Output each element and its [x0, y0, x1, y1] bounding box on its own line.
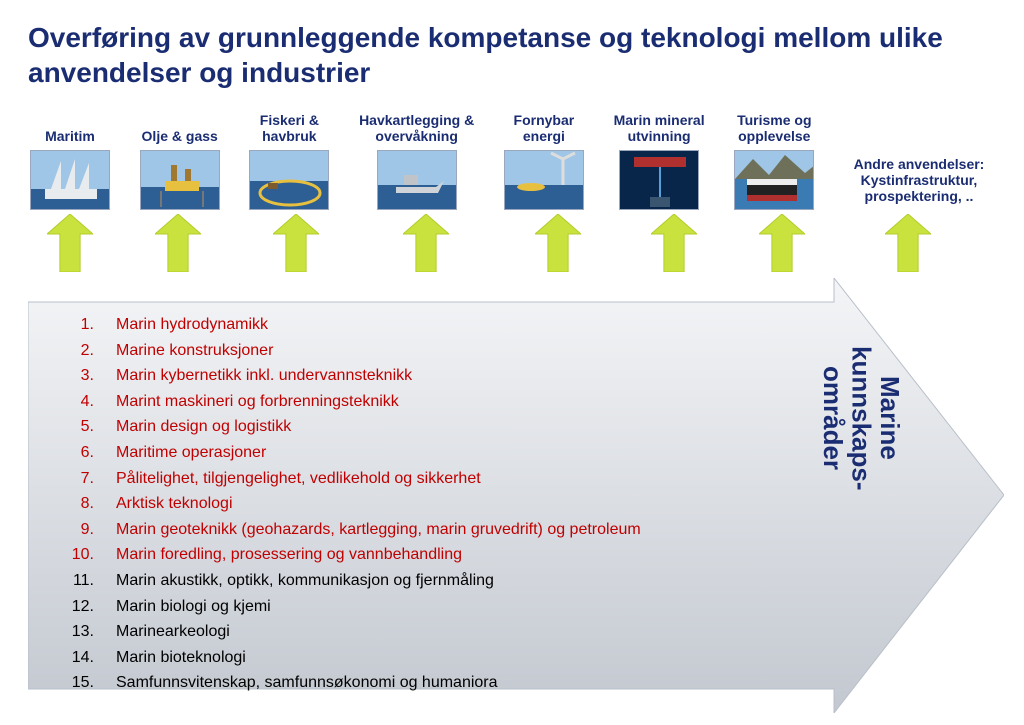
sector-3: Havkartlegging & overvåkning [359, 112, 474, 210]
sector-label: Turisme og opplevelse [737, 112, 811, 144]
list-item-text: Maritime operasjoner [116, 440, 266, 466]
list-item-number: 8. [60, 491, 94, 517]
sector-label: Fiskeri & havbruk [260, 112, 319, 144]
list-item: 11. Marin akustikk, optikk, kommunikasjon… [60, 568, 641, 594]
list-item: 1. Marin hydrodynamikk [60, 312, 641, 338]
sector-label: Andre anvendelser: Kystinfrastruktur, pr… [854, 156, 985, 204]
sector-label: Olje & gass [142, 112, 218, 144]
list-item: 2. Marine konstruksjoner [60, 338, 641, 364]
sector-thumb [377, 150, 457, 210]
list-item-number: 5. [60, 414, 94, 440]
up-arrow-4 [535, 214, 581, 277]
up-arrows-row [30, 214, 994, 272]
sector-label: Marin mineral utvinning [614, 112, 705, 144]
list-item: 10. Marin foredling, prosessering og vann… [60, 542, 641, 568]
knowledge-list: 1. Marin hydrodynamikk 2. Marine konstruksj… [60, 312, 641, 696]
sector-thumb [140, 150, 220, 210]
list-item: 8. Arktisk teknologi [60, 491, 641, 517]
big-arrow-container: 1. Marin hydrodynamikk 2. Marine konstruksj… [28, 278, 1004, 713]
list-item: 3. Marin kybernetikk inkl. undervannstekn… [60, 363, 641, 389]
list-item-text: Marinearkeologi [116, 619, 230, 645]
up-arrow-2 [273, 214, 319, 277]
list-item: 6. Maritime operasjoner [60, 440, 641, 466]
list-item-text: Marin akustikk, optikk, kommunikasjon og… [116, 568, 494, 594]
up-arrow-7 [885, 214, 931, 277]
list-item: 7. Pålitelighet, tilgjengelighet, vedlike… [60, 466, 641, 492]
list-item: 15. Samfunnsvitenskap, samfunnsøkonomi og… [60, 670, 641, 696]
list-item: 5. Marin design og logistikk [60, 414, 641, 440]
sector-6: Turisme og opplevelse [734, 112, 814, 210]
sector-5: Marin mineral utvinning [614, 112, 705, 210]
sector-thumb [30, 150, 110, 210]
sector-2: Fiskeri & havbruk [249, 112, 329, 210]
list-item-number: 6. [60, 440, 94, 466]
list-item-number: 13. [60, 619, 94, 645]
up-arrow-3 [403, 214, 449, 277]
slide-root: Overføring av grunnleggende kompetanse o… [0, 0, 1024, 725]
sectors-row: Maritim Olje & gass Fiskeri & havbruk Havka… [30, 112, 994, 210]
list-item-number: 12. [60, 594, 94, 620]
list-item-number: 14. [60, 645, 94, 671]
sector-7: Andre anvendelser: Kystinfrastruktur, pr… [844, 156, 994, 210]
list-item: 12. Marin biologi og kjemi [60, 594, 641, 620]
list-item-text: Marin bioteknologi [116, 645, 246, 671]
up-arrow-0 [47, 214, 93, 277]
list-item-number: 4. [60, 389, 94, 415]
sector-label: Fornybar energi [514, 112, 575, 144]
sector-label: Maritim [45, 112, 95, 144]
sector-thumb [249, 150, 329, 210]
list-item: 13. Marinearkeologi [60, 619, 641, 645]
up-arrow-5 [651, 214, 697, 277]
list-item-text: Marin biologi og kjemi [116, 594, 271, 620]
up-arrow-6 [759, 214, 805, 277]
list-item-text: Arktisk teknologi [116, 491, 233, 517]
list-item: 9. Marin geoteknikk (geohazards, kartlegg… [60, 517, 641, 543]
list-item-text: Samfunnsvitenskap, samfunnsøkonomi og hu… [116, 670, 498, 696]
sector-thumb [619, 150, 699, 210]
list-item-text: Marint maskineri og forbrenningsteknikk [116, 389, 399, 415]
sector-thumb [504, 150, 584, 210]
list-item-number: 2. [60, 338, 94, 364]
list-item-text: Marin foredling, prosessering og vannbeh… [116, 542, 462, 568]
sector-thumb [734, 150, 814, 210]
list-item-text: Pålitelighet, tilgjengelighet, vedlikeho… [116, 466, 481, 492]
sector-label: Havkartlegging & overvåkning [359, 112, 474, 144]
vertical-label: Marine kunnskaps- områder [818, 346, 904, 491]
list-item-text: Marin design og logistikk [116, 414, 291, 440]
list-item-number: 1. [60, 312, 94, 338]
list-item-text: Marin geoteknikk (geohazards, kartleggin… [116, 517, 641, 543]
list-item-text: Marin kybernetikk inkl. undervannsteknik… [116, 363, 412, 389]
page-title: Overføring av grunnleggende kompetanse o… [28, 20, 996, 90]
list-item-number: 15. [60, 670, 94, 696]
list-item: 14. Marin bioteknologi [60, 645, 641, 671]
list-item-number: 7. [60, 466, 94, 492]
list-item-text: Marine konstruksjoner [116, 338, 273, 364]
list-item-number: 11. [60, 568, 94, 594]
list-item: 4. Marint maskineri og forbrenningsteknik… [60, 389, 641, 415]
list-item-number: 10. [60, 542, 94, 568]
sector-0: Maritim [30, 112, 110, 210]
list-item-text: Marin hydrodynamikk [116, 312, 268, 338]
up-arrow-1 [155, 214, 201, 277]
list-item-number: 9. [60, 517, 94, 543]
sector-1: Olje & gass [140, 112, 220, 210]
sector-4: Fornybar energi [504, 112, 584, 210]
list-item-number: 3. [60, 363, 94, 389]
